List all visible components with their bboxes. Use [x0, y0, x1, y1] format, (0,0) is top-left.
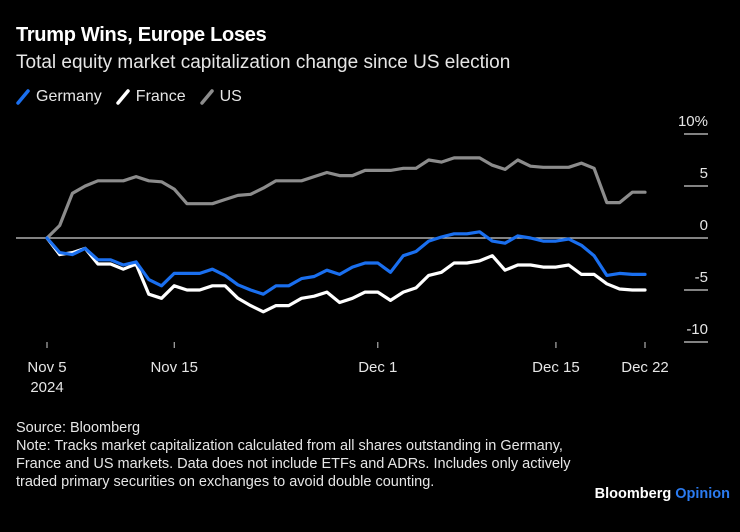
series-line-us [45, 156, 647, 240]
brand-logo: Bloomberg Opinion [595, 486, 730, 502]
footer: Source: Bloomberg Note: Tracks market ca… [16, 419, 576, 491]
y-tick-label: 5 [700, 165, 708, 182]
x-tick-sublabel: 2024 [30, 379, 63, 396]
legend: Germany France US [16, 88, 242, 106]
chart-subtitle: Total equity market capitalization chang… [16, 52, 511, 73]
x-tick-label: Dec 15 [532, 359, 580, 376]
methodology-note: Note: Tracks market capitalization calcu… [16, 438, 571, 490]
x-tick-label: Nov 15 [150, 359, 198, 376]
x-tick-label: Dec 22 [621, 359, 669, 376]
x-axis: Nov 5 2024 Nov 15 Dec 1 Dec 15 Dec 22 [27, 342, 669, 396]
legend-label-france: France [135, 88, 186, 105]
y-tick-label: -10 [686, 321, 708, 338]
legend-item-us: US [199, 88, 242, 106]
legend-label-germany: Germany [36, 88, 102, 105]
chart-title: Trump Wins, Europe Loses [16, 24, 267, 46]
y-tick-label: -5 [695, 269, 708, 286]
us-swatch-icon [199, 89, 214, 105]
series-group [45, 156, 647, 314]
brand-main: Bloomberg [594, 486, 672, 502]
france-swatch-icon [116, 89, 130, 105]
legend-item-germany: Germany [16, 88, 102, 106]
germany-swatch-icon [16, 89, 30, 105]
x-tick-label: Nov 5 [27, 359, 66, 376]
source-note: Source: Bloomberg [16, 420, 141, 436]
y-tick-label: 10% [678, 113, 708, 130]
series-line-germany [45, 230, 647, 296]
brand-accent: Opinion [675, 486, 730, 502]
series-line-france [45, 236, 647, 314]
x-tick-label: Dec 1 [358, 359, 397, 376]
y-tick-label: 0 [700, 217, 708, 234]
legend-item-france: France [116, 88, 186, 106]
legend-label-us: US [219, 88, 242, 105]
y-axis: 10% 5 0 -5 -10 [16, 113, 708, 343]
